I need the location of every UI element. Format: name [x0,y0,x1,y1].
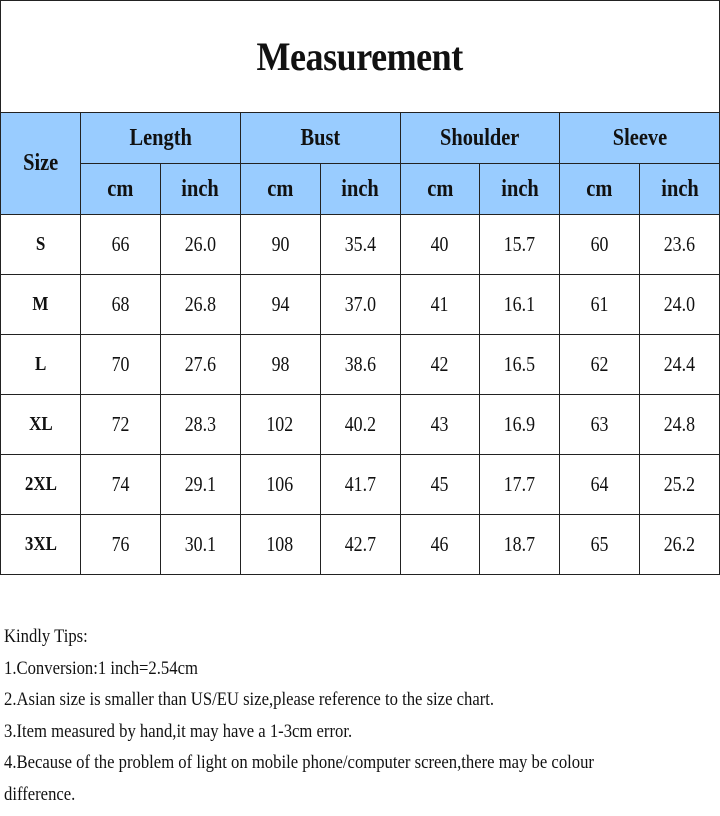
table-row: XL 72 28.3 102 40.2 43 16.9 63 24.8 [0,394,720,455]
value-cell: 28.3 [159,394,241,455]
value-cell: 26.8 [159,274,241,335]
value-cell: 24.8 [639,394,720,455]
value-cell: 26.0 [159,214,241,275]
value-cell: 66 [80,214,161,275]
value-cell: 18.7 [479,514,561,575]
tip-line: 2.Asian size is smaller than US/EU size,… [4,690,495,710]
value-cell: 70 [80,334,161,395]
kindly-tips: Kindly Tips: 1.Conversion:1 inch=2.54cm 2.… [4,622,715,811]
unit-header: inch [159,163,241,215]
page-title: Measurement [256,34,464,79]
size-chart-table: Size Length Bust Shoulder Sleeve cm inch c… [0,112,720,575]
value-cell: 16.1 [479,274,561,335]
value-cell: 45 [399,454,481,515]
value-cell: 106 [239,454,321,515]
value-cell: 24.0 [639,274,720,335]
tip-line: Kindly Tips: [4,627,88,647]
value-cell: 41 [399,274,481,335]
header-row-units: cm inch cm inch cm inch cm inch [1,163,720,215]
value-cell: 94 [239,274,321,335]
value-cell: 76 [80,514,161,575]
group-header: Length [80,112,241,164]
size-cell: 2XL [0,454,81,515]
size-header: Size [0,112,81,215]
group-header: Bust [239,112,401,164]
value-cell: 17.7 [479,454,561,515]
tip-line: difference. [4,784,76,805]
value-cell: 25.2 [639,454,720,515]
group-header: Shoulder [399,112,561,164]
value-cell: 102 [239,394,321,455]
value-cell: 65 [559,514,641,575]
value-cell: 26.2 [639,514,720,575]
value-cell: 24.4 [639,334,720,395]
value-cell: 64 [559,454,641,515]
unit-header: inch [639,163,720,215]
size-cell: M [0,274,81,335]
table-row: M 68 26.8 94 37.0 41 16.1 61 24.0 [0,274,720,335]
value-cell: 108 [239,514,321,575]
value-cell: 42 [399,334,481,395]
value-cell: 62 [559,334,641,395]
value-cell: 60 [559,214,641,275]
value-cell: 98 [239,334,321,395]
header-row-groups: Size Length Bust Shoulder Sleeve [0,112,720,215]
group-header: Sleeve [559,112,720,164]
value-cell: 90 [239,214,321,275]
value-cell: 38.6 [319,334,401,395]
value-cell: 35.4 [319,214,401,275]
size-cell: L [0,334,81,395]
value-cell: 29.1 [159,454,241,515]
value-cell: 15.7 [479,214,561,275]
size-cell: XL [0,394,81,455]
value-cell: 46 [399,514,481,575]
value-cell: 72 [80,394,161,455]
table-row: L 70 27.6 98 38.6 42 16.5 62 24.4 [0,334,720,395]
value-cell: 27.6 [159,334,241,395]
value-cell: 30.1 [159,514,241,575]
tip-line: 3.Item measured by hand,it may have a 1-… [4,721,353,742]
value-cell: 68 [80,274,161,335]
value-cell: 16.9 [479,394,561,455]
tip-line: 1.Conversion:1 inch=2.54cm [4,658,198,679]
table-row: 2XL 74 29.1 106 41.7 45 17.7 64 25.2 [0,454,720,515]
value-cell: 74 [80,454,161,515]
table-row: S 66 26.0 90 35.4 40 15.7 60 23.6 [0,214,720,275]
value-cell: 40 [399,214,481,275]
value-cell: 40.2 [319,394,401,455]
value-cell: 16.5 [479,334,561,395]
title-box: Measurement [0,0,720,112]
value-cell: 43 [399,394,481,455]
unit-header: inch [319,163,401,215]
value-cell: 61 [559,274,641,335]
unit-header: inch [479,163,561,215]
value-cell: 37.0 [319,274,401,335]
value-cell: 23.6 [639,214,720,275]
value-cell: 42.7 [319,514,401,575]
unit-header: cm [239,163,321,215]
unit-header: cm [80,163,161,215]
value-cell: 63 [559,394,641,455]
size-cell: 3XL [0,514,81,575]
table-row: 3XL 76 30.1 108 42.7 46 18.7 65 26.2 [0,514,720,575]
unit-header: cm [559,163,641,215]
unit-header: cm [399,163,481,215]
value-cell: 41.7 [319,454,401,515]
tip-line: 4.Because of the problem of light on mob… [4,753,594,773]
size-cell: S [0,214,81,275]
